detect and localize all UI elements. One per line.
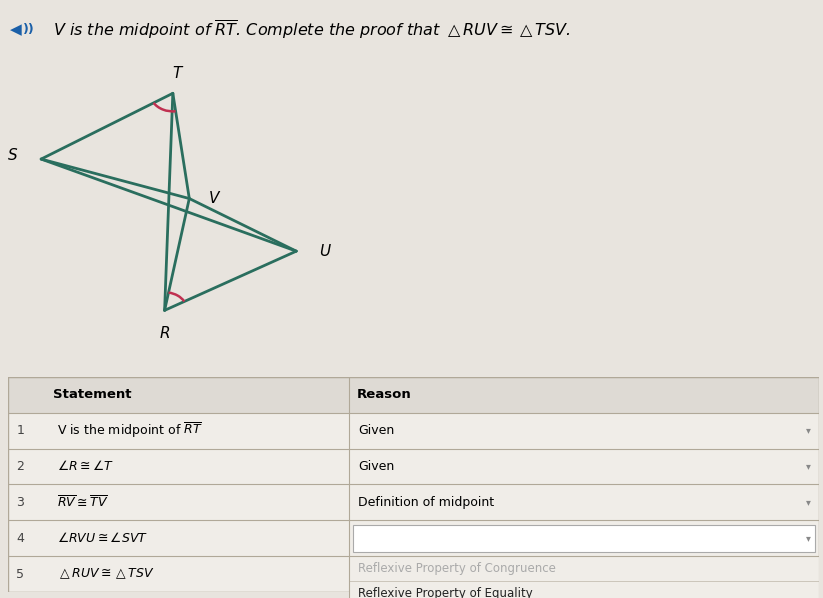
Text: 2: 2 [16, 460, 24, 473]
Text: Reflexive Property of Equality: Reflexive Property of Equality [358, 587, 532, 598]
Text: V is the midpoint of $\overline{RT}$: V is the midpoint of $\overline{RT}$ [57, 421, 202, 440]
Text: Given: Given [359, 460, 395, 473]
Text: $\angle R \cong \angle T$: $\angle R \cong \angle T$ [57, 459, 114, 474]
Bar [8, 413, 819, 448]
Text: ◀: ◀ [10, 22, 21, 37]
Text: Reason: Reason [357, 388, 412, 401]
Text: 5: 5 [16, 568, 25, 581]
Bar [8, 556, 819, 592]
Text: $\triangle RUV \cong \triangle TSV$: $\triangle RUV \cong \triangle TSV$ [57, 567, 155, 581]
Text: Statement: Statement [53, 388, 132, 401]
Text: 1: 1 [16, 424, 24, 437]
Text: ▾: ▾ [806, 533, 811, 543]
Text: V: V [209, 191, 219, 206]
Text: U: U [319, 243, 331, 259]
Bar [8, 377, 819, 413]
Text: $\overline{RV} \cong \overline{TV}$: $\overline{RV} \cong \overline{TV}$ [57, 495, 109, 510]
Text: $V$ is the midpoint of $\overline{RT}$. Complete the proof that $\triangle RUV \: $V$ is the midpoint of $\overline{RT}$. … [53, 18, 571, 41]
Text: T: T [172, 66, 182, 81]
Text: Given: Given [359, 424, 395, 437]
Bar [8, 448, 819, 484]
Text: R: R [160, 326, 170, 341]
Bar [8, 520, 819, 556]
Text: ▾: ▾ [806, 426, 811, 435]
Text: $\angle RVU \cong \angle SVT$: $\angle RVU \cong \angle SVT$ [57, 531, 148, 545]
Text: )): )) [23, 23, 35, 36]
Bar [8, 484, 819, 520]
Text: Definition of midpoint: Definition of midpoint [359, 496, 495, 509]
Text: S: S [7, 148, 17, 163]
Text: 3: 3 [16, 496, 24, 509]
Text: ▾: ▾ [806, 498, 811, 507]
Bar [353, 525, 815, 551]
Text: Reflexive Property of Congruence: Reflexive Property of Congruence [358, 562, 556, 575]
Text: 4: 4 [16, 532, 24, 545]
Text: ▾: ▾ [806, 462, 811, 471]
